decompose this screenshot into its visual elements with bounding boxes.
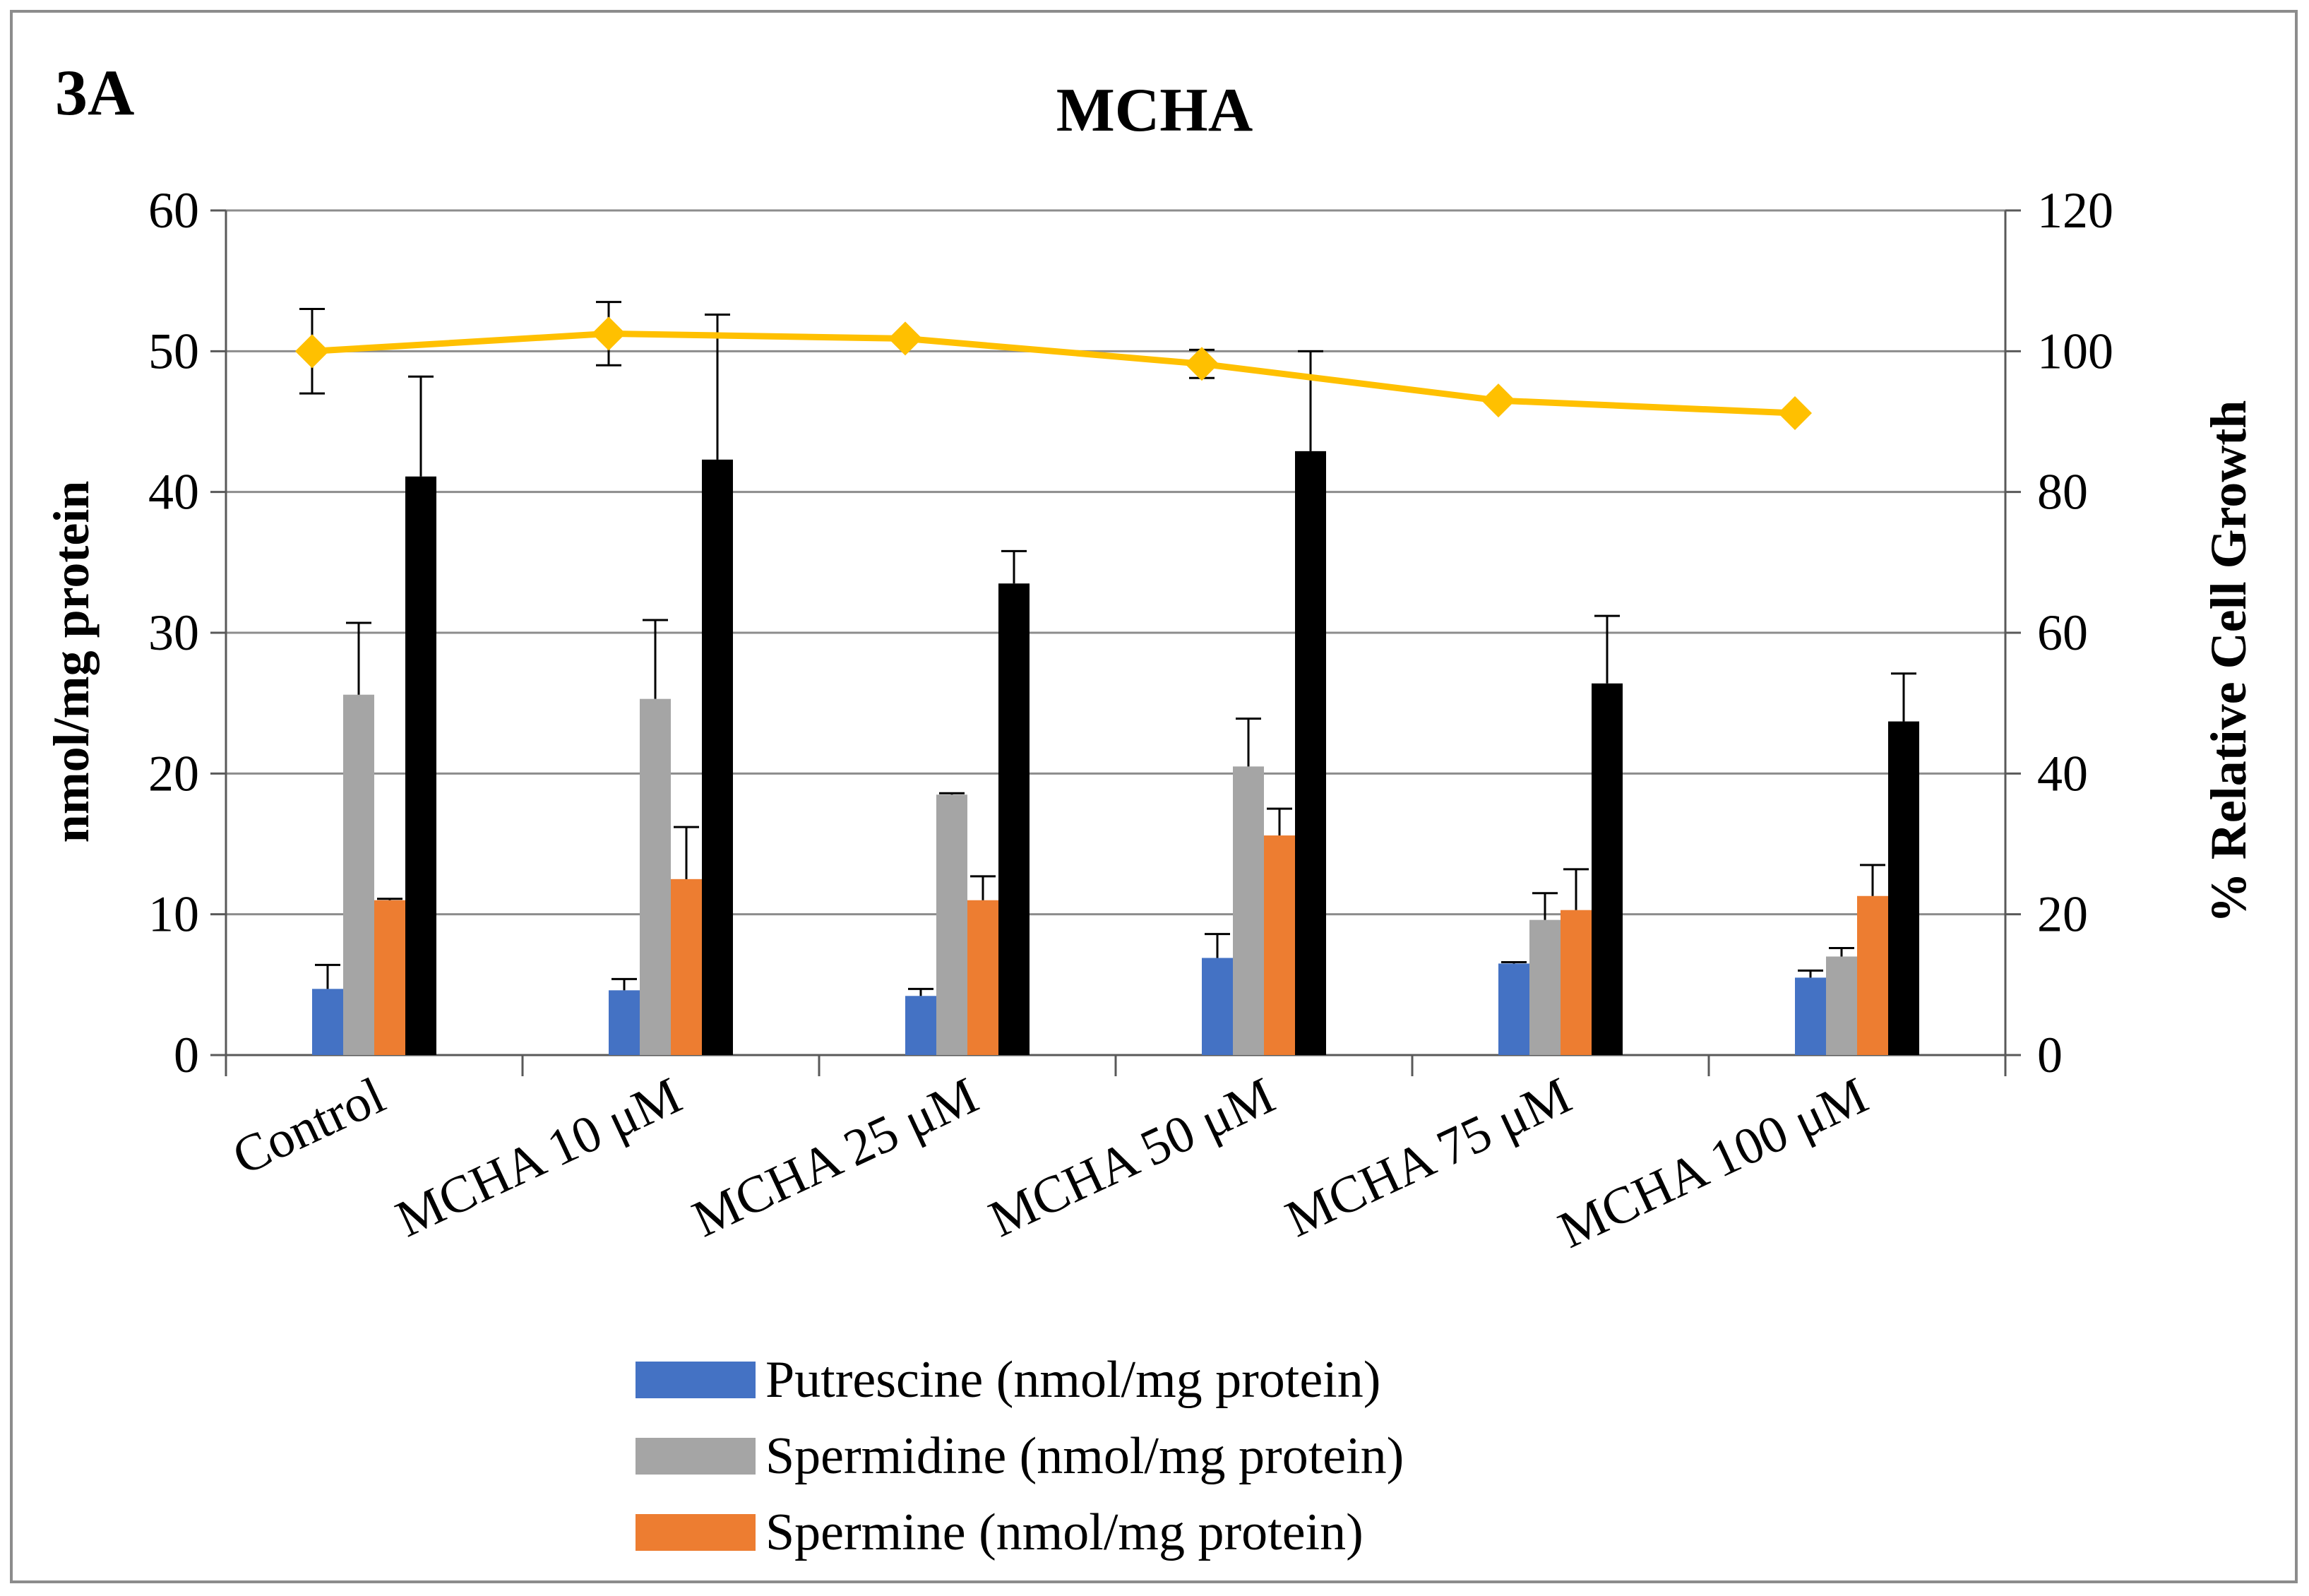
legend-label: Spermine (nmol/mg protein): [765, 1503, 1364, 1561]
bar: [1264, 835, 1295, 1055]
legend-item: Putrescine (nmol/mg protein): [636, 1342, 1404, 1418]
bar: [1295, 451, 1326, 1055]
legend-swatch-putrescine: [636, 1362, 756, 1398]
x-tick-label: MCHA 75 μM: [1277, 1066, 1580, 1249]
y-tick-label: 10: [148, 886, 199, 943]
bar: [702, 459, 733, 1055]
bar: [1795, 977, 1826, 1055]
bar: [1857, 895, 1888, 1055]
y2-tick-label: 120: [2037, 182, 2113, 239]
bar: [1498, 963, 1529, 1055]
growth-point: [1185, 347, 1219, 381]
plot-area: 0102030405060020406080100120ControlMCHA …: [148, 182, 2113, 1260]
bar: [671, 879, 702, 1055]
legend-label: Putrescine (nmol/mg protein): [765, 1350, 1381, 1409]
y-tick-label: 50: [148, 323, 199, 379]
x-tick-label: Control: [225, 1066, 394, 1186]
x-tick-label: MCHA 10 μM: [388, 1066, 690, 1249]
y-tick-label: 40: [148, 464, 199, 520]
y2-tick-label: 0: [2037, 1027, 2063, 1083]
legend-swatch-spermidine: [636, 1438, 756, 1475]
legend: Putrescine (nmol/mg protein) Spermidine …: [636, 1342, 1404, 1571]
bar: [1826, 956, 1857, 1055]
growth-line: [311, 330, 1796, 417]
y2-tick-label: 40: [2037, 745, 2088, 802]
growth-point: [592, 316, 626, 351]
x-tick-label: MCHA 50 μM: [981, 1066, 1283, 1249]
chart-title: MCHA: [1056, 76, 1253, 145]
y2-axis-label: % Relative Cell Growth: [2200, 400, 2257, 924]
legend-swatch-spermine: [636, 1514, 756, 1551]
growth-point: [1778, 396, 1812, 431]
panel-label: 3A: [55, 56, 134, 129]
bar: [1888, 721, 1919, 1055]
y-tick-label: 30: [148, 605, 199, 661]
y2-tick-label: 80: [2037, 464, 2088, 520]
y-tick-label: 0: [174, 1027, 199, 1083]
bar: [405, 476, 436, 1055]
growth-point: [1481, 383, 1515, 418]
y2-tick-label: 100: [2037, 323, 2113, 379]
growth-point: [295, 334, 329, 369]
bar: [609, 990, 640, 1055]
x-tick-label: MCHA 25 μM: [684, 1066, 986, 1249]
y2-tick-label: 60: [2037, 605, 2088, 661]
bar: [936, 794, 967, 1055]
bar: [1529, 919, 1561, 1055]
y-axis-label: nmol/mg protein: [43, 481, 100, 843]
growth-point: [888, 321, 922, 356]
bar: [1202, 958, 1233, 1055]
bar: [343, 694, 374, 1055]
legend-item: Spermine (nmol/mg protein): [636, 1494, 1404, 1571]
legend-label: Spermidine (nmol/mg protein): [765, 1427, 1404, 1485]
bar: [312, 989, 343, 1055]
x-tick-label: MCHA 100 μM: [1550, 1066, 1876, 1260]
y-tick-label: 60: [148, 182, 199, 239]
bar: [905, 996, 936, 1055]
y-tick-label: 20: [148, 745, 199, 802]
bar: [640, 698, 671, 1055]
bar: [1233, 766, 1264, 1055]
legend-item: Spermidine (nmol/mg protein): [636, 1418, 1404, 1494]
bar: [374, 900, 405, 1055]
bar: [967, 900, 998, 1055]
bar: [1592, 683, 1623, 1055]
y2-tick-label: 20: [2037, 886, 2088, 943]
bar: [998, 583, 1030, 1055]
bar: [1561, 910, 1592, 1055]
